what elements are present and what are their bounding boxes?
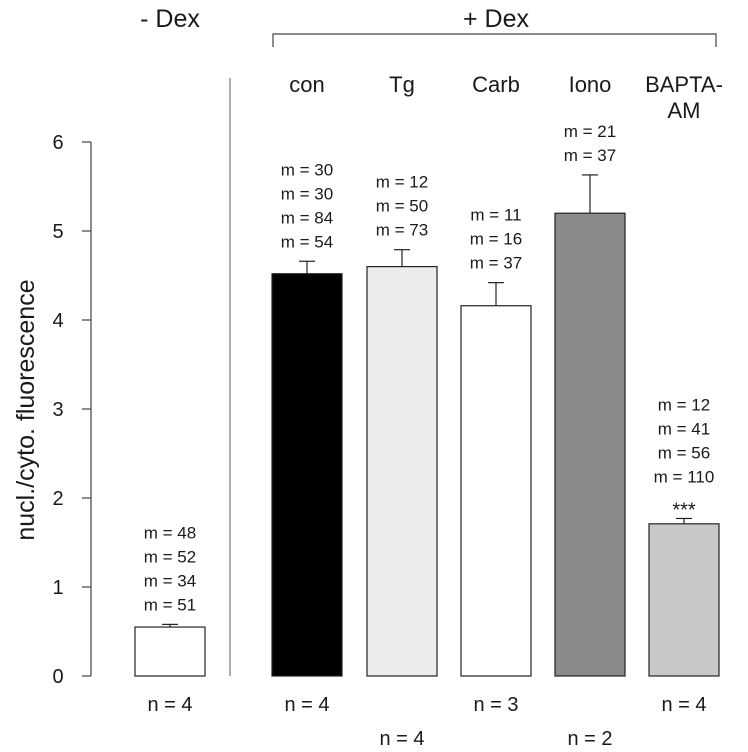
m-label-5-3: m = 110 bbox=[654, 467, 715, 486]
m-label-3-2: m = 37 bbox=[470, 254, 522, 273]
m-label-5-1: m = 41 bbox=[658, 419, 710, 438]
m-label-1-3: m = 54 bbox=[281, 232, 333, 251]
plus-dex-bracket bbox=[272, 33, 717, 47]
y-axis-title: nucl./cyto. fluorescence bbox=[12, 279, 40, 540]
y-tick-label-2: 2 bbox=[52, 488, 63, 510]
n-label-4: n = 2 bbox=[567, 728, 612, 750]
m-label-1-0: m = 30 bbox=[281, 160, 333, 179]
m-label-2-1: m = 50 bbox=[376, 197, 428, 216]
y-tick-label-0: 0 bbox=[52, 666, 63, 688]
n-label-2: n = 4 bbox=[379, 728, 424, 750]
n-label-5: n = 4 bbox=[661, 694, 706, 716]
m-label-3-1: m = 16 bbox=[470, 230, 522, 249]
m-label-3-0: m = 11 bbox=[470, 206, 521, 225]
category-label-1-0: con bbox=[289, 72, 324, 97]
category-label-3-0: Carb bbox=[472, 72, 520, 97]
m-label-4-0: m = 21 bbox=[564, 122, 616, 141]
y-tick-label-3: 3 bbox=[52, 399, 63, 421]
significance-label-5: *** bbox=[672, 499, 696, 521]
n-label-3: n = 3 bbox=[473, 694, 518, 716]
y-tick-label-1: 1 bbox=[52, 577, 63, 599]
m-label-1-2: m = 84 bbox=[281, 208, 333, 227]
m-label-0-2: m = 34 bbox=[144, 571, 196, 590]
n-label-1: n = 4 bbox=[284, 694, 329, 716]
category-label-4-0: Iono bbox=[569, 72, 612, 97]
m-label-5-2: m = 56 bbox=[658, 443, 710, 462]
bar-0 bbox=[134, 626, 206, 677]
bar-layer bbox=[134, 174, 720, 677]
bar-2 bbox=[366, 266, 438, 677]
bar-5 bbox=[648, 523, 720, 677]
category-label-2-0: Tg bbox=[389, 72, 415, 97]
group-label-minus-dex: - Dex bbox=[140, 5, 200, 33]
m-label-2-0: m = 12 bbox=[376, 173, 428, 192]
m-label-0-0: m = 48 bbox=[144, 523, 196, 542]
y-axis: 0 1 2 3 4 5 6 nucl./cyto. fluorescence bbox=[12, 78, 231, 688]
m-label-5-0: m = 12 bbox=[658, 395, 710, 414]
y-tick-label-4: 4 bbox=[52, 310, 63, 332]
m-label-2-2: m = 73 bbox=[376, 221, 428, 240]
m-label-1-1: m = 30 bbox=[281, 184, 333, 203]
bar-1 bbox=[271, 273, 343, 677]
category-label-5-0: BAPTA- bbox=[645, 72, 723, 97]
m-label-0-1: m = 52 bbox=[144, 547, 196, 566]
m-label-4-1: m = 37 bbox=[564, 146, 616, 165]
n-label-0: n = 4 bbox=[147, 694, 192, 716]
group-label-plus-dex: + Dex bbox=[463, 5, 530, 33]
bar-3 bbox=[460, 305, 532, 677]
bar-4 bbox=[554, 212, 626, 677]
y-tick-label-6: 6 bbox=[52, 132, 63, 154]
y-tick-label-5: 5 bbox=[52, 221, 63, 243]
category-label-5-1: AM bbox=[668, 98, 701, 123]
label-layer: - Dex + Dex con Tg Carb Iono BAPTA-AM m = 48 m =… bbox=[140, 5, 723, 750]
m-label-0-3: m = 51 bbox=[144, 595, 196, 614]
